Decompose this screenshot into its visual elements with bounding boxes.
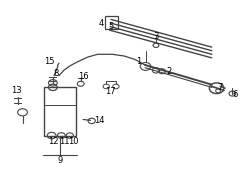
Text: 7: 7: [218, 83, 223, 92]
Text: 12: 12: [48, 137, 59, 146]
Text: 11: 11: [59, 137, 69, 146]
Text: 3: 3: [153, 32, 159, 41]
Text: 2: 2: [166, 67, 172, 76]
Text: 9: 9: [58, 156, 63, 165]
Text: 8: 8: [53, 69, 59, 78]
Text: 14: 14: [94, 116, 104, 125]
Text: 10: 10: [68, 137, 79, 146]
Text: 16: 16: [78, 72, 89, 81]
Bar: [44, 87, 76, 136]
Text: 6: 6: [233, 90, 238, 99]
Text: 15: 15: [44, 57, 54, 66]
Text: 4: 4: [99, 19, 104, 28]
Text: 13: 13: [11, 86, 22, 95]
Text: 5: 5: [108, 22, 113, 31]
Text: 1: 1: [136, 57, 141, 66]
Bar: [105, 16, 118, 29]
Text: 17: 17: [105, 87, 116, 96]
